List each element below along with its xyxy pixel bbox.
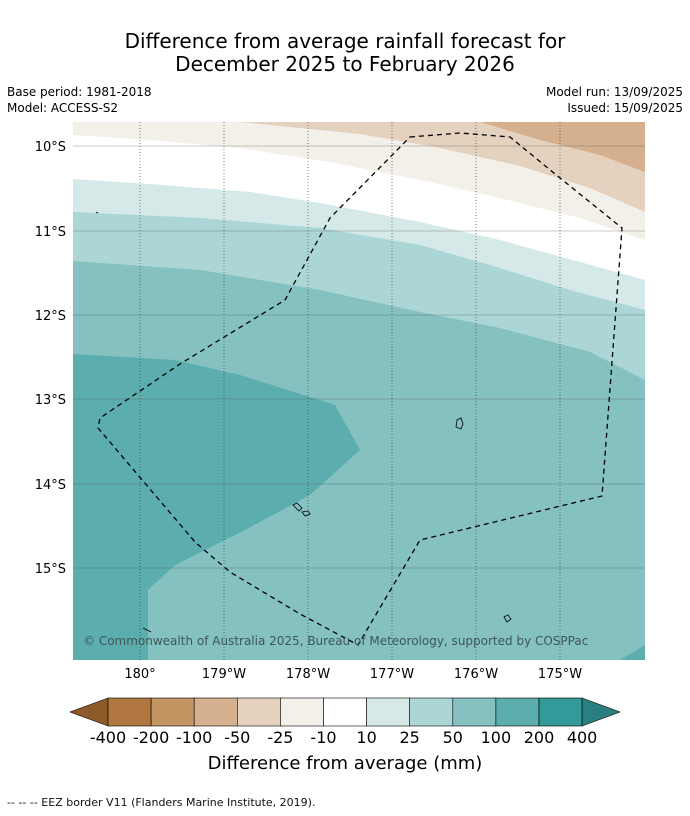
lon-label: 178°W <box>286 667 330 682</box>
model-run: Model run: 13/09/2025 <box>545 85 683 99</box>
lat-label: 12°S <box>35 309 66 324</box>
colorbar-segment <box>538 697 583 727</box>
eez-legend-note: -- -- -- EEZ border V11 (Flanders Marine… <box>7 796 316 809</box>
island-outline <box>292 502 303 512</box>
contour-fills <box>73 122 645 660</box>
colorbar-tick-label: 400 <box>566 728 598 747</box>
base-info: Base period: 1981-2018 Model: ACCESS-S2 <box>7 84 152 116</box>
colorbar-segment <box>452 697 497 727</box>
copyright-notice: © Commonwealth of Australia 2025, Bureau… <box>83 634 588 648</box>
lat-label: 11°S <box>35 225 66 240</box>
lat-label: 14°S <box>35 478 66 493</box>
title-line-2: December 2025 to February 2026 <box>175 52 515 76</box>
colorbar-tick-label: 200 <box>523 728 555 747</box>
fill-minus50 <box>480 122 645 172</box>
base-period: Base period: 1981-2018 <box>7 85 152 99</box>
colorbar <box>69 697 621 727</box>
colorbar-tick-label: 25 <box>399 728 420 747</box>
model-name: Model: ACCESS-S2 <box>7 101 119 115</box>
colorbar-segment <box>409 697 454 727</box>
colorbar-tick-label: -100 <box>176 728 213 747</box>
island-outline <box>95 211 99 214</box>
colorbar-tick-label: -200 <box>132 728 170 747</box>
fill-minus25 <box>240 122 645 212</box>
lat-label: 13°S <box>35 393 66 408</box>
title-line-1: Difference from average rainfall forecas… <box>124 29 566 53</box>
island-outline <box>455 417 464 430</box>
colorbar-tick-label: 50 <box>442 728 463 747</box>
colorbar-segment <box>366 697 411 727</box>
colorbar-segment <box>107 697 152 727</box>
lat-lines <box>73 145 645 569</box>
lon-label: 177°W <box>370 667 414 682</box>
colorbar-tick-label: -25 <box>267 728 294 747</box>
colorbar-segment <box>237 697 281 727</box>
colorbar-segment <box>323 697 367 727</box>
colorbar-tick-label: -400 <box>89 728 127 747</box>
colorbar-tick-label: 100 <box>480 728 512 747</box>
colorbar-tick-label: -10 <box>310 728 337 747</box>
island-outline <box>301 510 311 517</box>
colorbar-arrow-high <box>581 697 621 727</box>
colorbar-tick-label: -50 <box>224 728 251 747</box>
colorbar-segment <box>150 697 195 727</box>
colorbar-arrow-low <box>69 697 109 727</box>
islands <box>95 211 512 633</box>
lat-label: 10°S <box>35 140 66 155</box>
island-outline <box>503 614 512 623</box>
lon-label: 176°W <box>454 667 498 682</box>
map-title: Difference from average rainfall forecas… <box>0 30 690 76</box>
colorbar-segment <box>193 697 238 727</box>
lon-label: 179°W <box>202 667 246 682</box>
colorbar-segment <box>495 697 540 727</box>
run-info: Model run: 13/09/2025 Issued: 15/09/2025 <box>546 84 683 116</box>
lon-label: 180° <box>124 667 155 682</box>
issued-date: Issued: 15/09/2025 <box>567 101 683 115</box>
colorbar-title: Difference from average (mm) <box>207 753 483 774</box>
colorbar-tick-label: 10 <box>356 728 377 747</box>
island-outline <box>142 627 152 633</box>
fill-corner <box>620 645 645 660</box>
colorbar-segment <box>280 697 324 727</box>
lon-label: 175°W <box>538 667 582 682</box>
lat-label: 15°S <box>35 562 66 577</box>
